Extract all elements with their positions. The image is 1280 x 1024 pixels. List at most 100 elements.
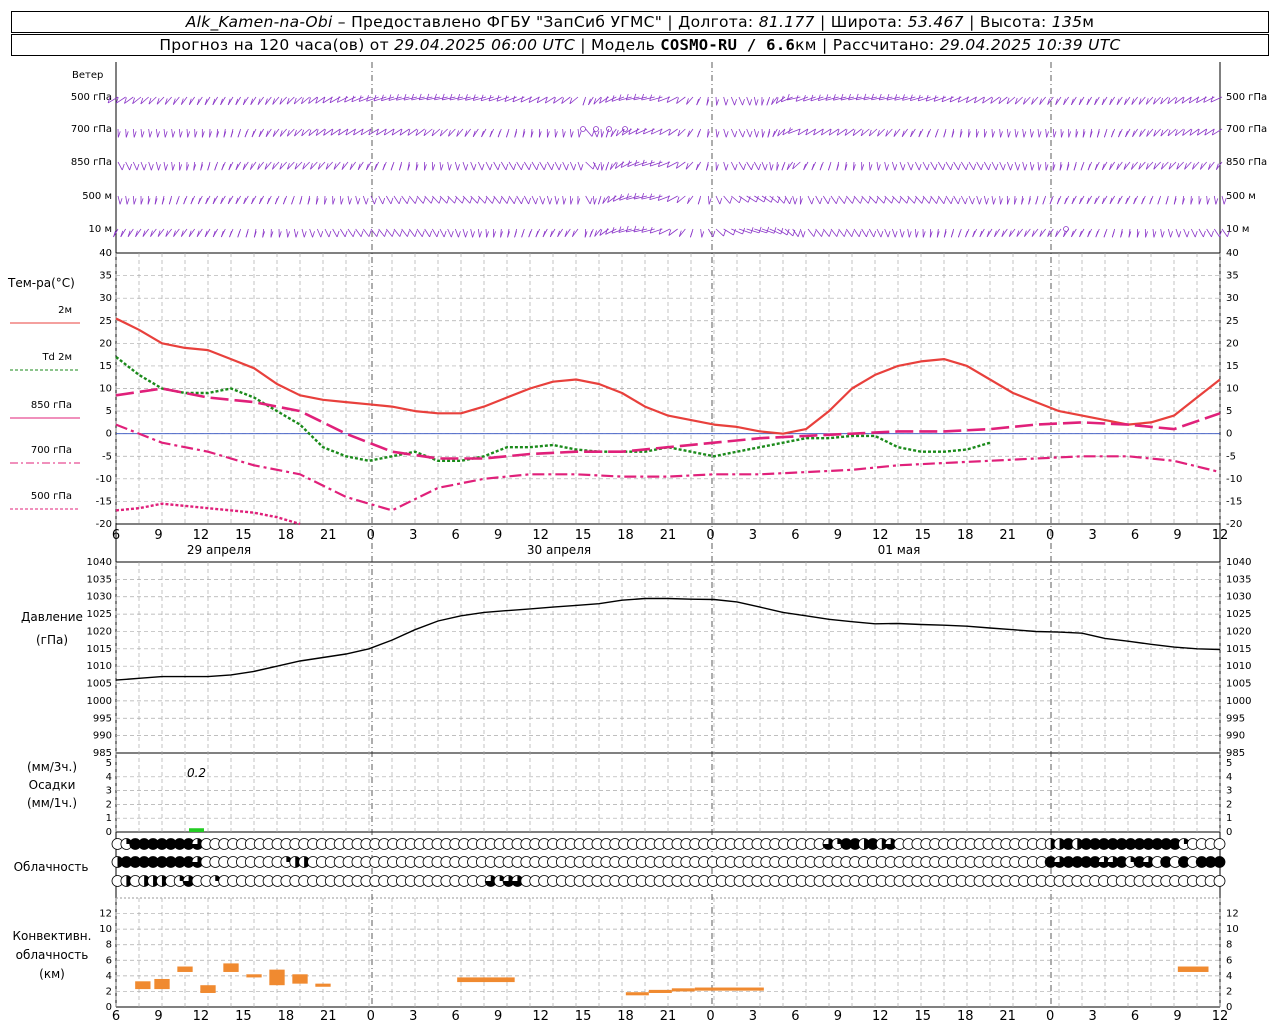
wind-barb [447, 161, 450, 171]
wind-barb-flag [1118, 130, 1121, 138]
wind-barb-flag [188, 230, 192, 237]
temp-xtick: 6 [452, 528, 460, 543]
wind-barb [658, 161, 671, 168]
wind-barb [528, 96, 540, 103]
wind-barb [715, 228, 724, 237]
wind-barb-flag [805, 128, 809, 136]
wind-barb-flag [615, 129, 619, 137]
cloud-cover-full-icon [1080, 838, 1092, 850]
wind-barb [853, 195, 861, 204]
wind-barb [1221, 228, 1228, 237]
wind-barb [1047, 228, 1054, 237]
wind-barb [465, 96, 479, 101]
conv-xtick: 21 [320, 1009, 337, 1024]
wind-barb [324, 228, 330, 238]
wind-barb [293, 96, 303, 105]
wind-barb [464, 128, 471, 137]
wind-barb-flag [657, 160, 661, 167]
wind-barb-flag [563, 131, 566, 138]
wind-barb-flag [535, 197, 539, 205]
wind-barb-flag [205, 197, 209, 205]
wind-barb [999, 161, 1004, 171]
wind-barb [569, 96, 579, 105]
wind-barb-flag [322, 96, 326, 104]
wind-barb [1184, 161, 1192, 170]
wind-barb-flag [497, 131, 501, 138]
wind-barb-flag [705, 164, 709, 171]
wind-barb [1139, 128, 1146, 137]
wind-barb [359, 96, 372, 102]
wind-barb [462, 228, 466, 238]
wind-barb [953, 161, 959, 171]
wind-barb-flag [1070, 98, 1074, 105]
wind-barb [407, 128, 418, 136]
wind-calm-icon [593, 126, 599, 132]
wind-barb [493, 161, 499, 171]
wind-barb [1039, 96, 1046, 105]
cloud-cover-full-icon [1196, 856, 1208, 868]
wind-barb [370, 195, 375, 205]
wind-barb [391, 128, 402, 136]
wind-barb-flag [488, 94, 492, 102]
wind-barb-flag [390, 164, 394, 171]
wind-barb-flag [220, 230, 224, 238]
wind-barb-flag [315, 97, 319, 104]
wind-barb [431, 228, 438, 238]
wind-barb-flag [406, 197, 410, 204]
wind-barb-flag [196, 98, 200, 105]
wind-barb-flag [877, 130, 880, 137]
wind-barb-flag [360, 230, 364, 237]
wind-barb-flag [825, 94, 829, 101]
wind-barb-flag [376, 128, 379, 136]
wind-barb-flag [390, 197, 394, 205]
cloud-cover-full-icon [1098, 838, 1110, 850]
temp-ytick-right: 15 [1226, 361, 1239, 372]
wind-barb-flag [336, 96, 340, 103]
wind-barb [140, 128, 143, 138]
longitude-value: 81.177 [758, 13, 815, 31]
wind-barb-flag [605, 164, 609, 171]
cloud-cover-full-icon [867, 838, 879, 850]
wind-barb-flag [611, 95, 615, 102]
wind-barb-flag [1176, 163, 1180, 170]
wind-barb [915, 195, 923, 204]
wind-barb-flag [520, 96, 524, 103]
wind-barb-flag [767, 131, 771, 138]
wind-barb [871, 96, 885, 101]
wind-barb [401, 195, 408, 204]
pres-ytick-right: 1000 [1226, 696, 1251, 707]
wind-barb [723, 128, 727, 138]
wind-barb-flag [279, 98, 283, 105]
wind-barb-flag [426, 93, 430, 101]
wind-barb-flag [1170, 231, 1173, 238]
wind-barb [1132, 128, 1138, 138]
cloud-cover-full-icon [849, 838, 861, 850]
wind-barb-flag [204, 98, 208, 105]
wind-barb-flag [1203, 230, 1206, 238]
conv-xtick: 21 [660, 1009, 677, 1024]
wind-barb-flag [274, 197, 278, 205]
wind-barb [781, 96, 793, 103]
wind-barb [605, 96, 617, 103]
wind-barb-flag [461, 197, 465, 204]
wind-barb-flag [188, 98, 192, 105]
cloud-cover-three-quarter-icon [511, 875, 523, 887]
wind-barb-flag [143, 164, 147, 171]
wind-barb [456, 128, 464, 137]
conv-xtick: 12 [1212, 1009, 1229, 1024]
wind-barb-flag [250, 98, 254, 105]
wind-barb-flag [1016, 230, 1020, 237]
wind-barb [125, 161, 130, 171]
wind-barb-flag [598, 198, 601, 205]
wind-barb [592, 161, 599, 171]
wind-barb-flag [593, 198, 597, 205]
wind-barb-flag [611, 227, 615, 234]
wind-barb-flag [365, 198, 369, 205]
wind-barb-flag [599, 229, 603, 236]
wind-barb [569, 161, 575, 171]
temp-xtick: 3 [1088, 528, 1096, 543]
wind-barb-flag [317, 163, 321, 170]
conv-xtick: 0 [367, 1009, 375, 1024]
wind-barb [561, 96, 571, 104]
wind-barb-flag [450, 230, 454, 238]
